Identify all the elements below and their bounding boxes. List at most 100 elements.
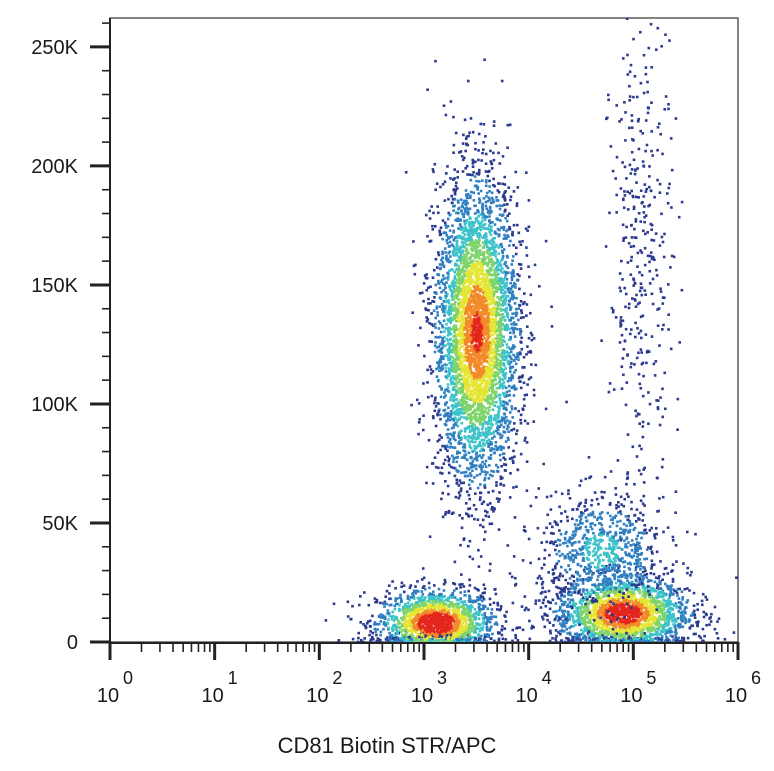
event-dot	[478, 261, 481, 264]
event-dot	[477, 172, 481, 175]
event-dot	[421, 635, 424, 638]
event-dot	[459, 481, 463, 485]
event-dot	[475, 382, 478, 386]
event-dot	[519, 380, 522, 383]
event-dot	[487, 633, 491, 637]
event-dot	[444, 366, 448, 370]
event-dot	[469, 319, 472, 323]
event-dot	[494, 444, 497, 448]
event-dot	[444, 370, 448, 373]
event-dot	[401, 636, 405, 640]
event-dot	[437, 282, 441, 285]
event-dot	[436, 627, 439, 630]
event-dot	[456, 317, 460, 320]
event-dot	[500, 245, 504, 249]
event-dot	[440, 598, 444, 602]
event-dot	[495, 420, 499, 423]
event-dot	[387, 612, 391, 615]
event-dot	[411, 592, 414, 596]
event-dot	[464, 470, 468, 474]
event-dot	[456, 187, 459, 190]
event-dot	[500, 327, 504, 331]
event-dot	[440, 497, 443, 501]
event-dot	[442, 622, 445, 625]
event-dot	[493, 396, 497, 399]
event-dot	[387, 627, 390, 631]
event-dot	[470, 190, 473, 194]
event-dot	[470, 613, 474, 617]
event-dot	[441, 609, 444, 612]
event-dot	[497, 324, 501, 328]
event-dot	[420, 590, 424, 593]
event-dot	[451, 375, 455, 378]
event-dot	[403, 622, 406, 625]
event-dot	[442, 609, 446, 612]
event-dot	[488, 260, 491, 264]
event-dot	[462, 445, 465, 449]
event-dot	[445, 613, 449, 616]
event-dot	[427, 395, 430, 399]
event-dot	[441, 367, 445, 370]
event-dot	[433, 350, 437, 354]
event-dot	[456, 234, 460, 238]
event-dot	[487, 374, 490, 378]
event-dot	[495, 204, 499, 208]
event-dot	[473, 444, 476, 448]
event-dot	[500, 341, 504, 345]
event-dot	[486, 620, 490, 623]
event-dot	[414, 637, 418, 640]
event-dot	[466, 474, 470, 478]
event-dot	[406, 594, 410, 598]
event-dot	[507, 271, 510, 274]
event-dot	[420, 595, 424, 598]
event-dot	[470, 428, 474, 432]
event-dot	[452, 405, 456, 408]
event-dot	[475, 265, 479, 268]
event-dot	[483, 306, 487, 310]
event-dot	[443, 335, 446, 339]
event-dot	[439, 413, 442, 417]
event-dot	[461, 383, 464, 386]
event-dot	[457, 440, 461, 443]
event-dot	[495, 258, 499, 261]
event-dot	[478, 236, 481, 239]
event-dot	[453, 277, 457, 280]
event-dot	[481, 207, 484, 210]
event-dot	[491, 281, 495, 284]
event-dot	[448, 640, 451, 643]
event-dot	[475, 398, 478, 402]
event-dot	[398, 609, 401, 612]
event-dot	[448, 595, 452, 599]
event-dot	[453, 431, 456, 434]
event-dot	[463, 609, 466, 612]
event-dot	[468, 228, 472, 231]
event-dot	[425, 320, 429, 323]
event-dot	[466, 416, 469, 419]
event-dot	[425, 638, 428, 641]
event-dot	[432, 605, 436, 608]
event-dot	[453, 560, 457, 564]
event-dot	[480, 300, 483, 303]
event-dot	[430, 611, 434, 614]
event-dot	[488, 369, 491, 373]
event-dot	[446, 224, 450, 228]
event-dot	[462, 215, 465, 219]
event-dot	[457, 598, 461, 601]
event-dot	[461, 322, 464, 325]
event-dot	[495, 337, 498, 340]
event-dot	[488, 270, 491, 273]
event-dot	[526, 325, 529, 328]
event-dot	[446, 383, 450, 386]
event-dot	[439, 630, 443, 633]
event-dot	[481, 205, 484, 209]
event-dot	[434, 625, 437, 628]
event-dot	[471, 360, 475, 364]
event-dot	[469, 117, 473, 120]
event-dot	[453, 348, 456, 352]
event-dot	[437, 366, 440, 369]
event-dot	[508, 393, 511, 397]
event-dot	[445, 172, 448, 175]
event-dot	[498, 207, 502, 211]
event-dot	[519, 421, 523, 425]
event-dot	[477, 417, 481, 421]
